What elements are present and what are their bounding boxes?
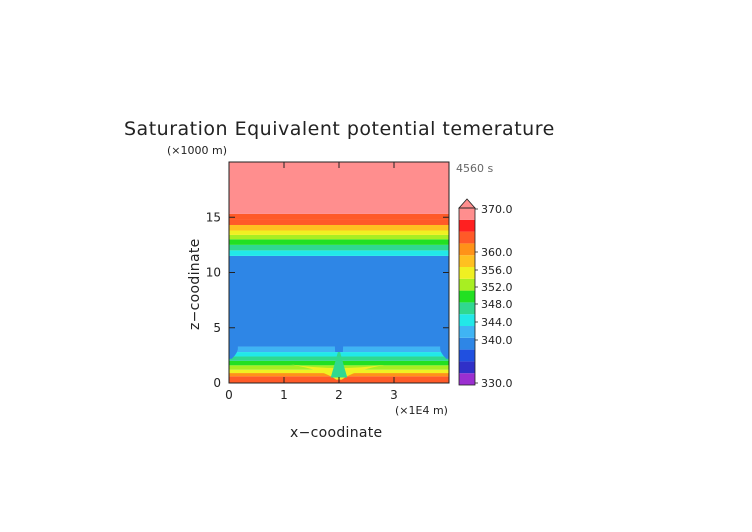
contour-band-12 bbox=[229, 234, 449, 240]
colorbar-label: 348.0 bbox=[481, 298, 513, 311]
contour-features bbox=[229, 263, 449, 380]
plume-base bbox=[330, 347, 348, 378]
colorbar-label: 344.0 bbox=[481, 316, 513, 329]
contour-band-13 bbox=[229, 230, 449, 235]
contour-band-16 bbox=[229, 213, 449, 220]
y-tick-label: 0 bbox=[213, 376, 221, 390]
contour-band-14 bbox=[229, 224, 449, 231]
y-tick-label: 15 bbox=[206, 210, 221, 224]
colorbar-segment-11 bbox=[459, 243, 475, 256]
x-axis: 0 1 2 3 bbox=[225, 162, 398, 402]
y-unit-label: (×1000 m) bbox=[167, 144, 227, 157]
colorbar-segment-10 bbox=[459, 255, 475, 267]
colorbar-extend-arrow bbox=[458, 198, 476, 209]
colorbar-segment-4 bbox=[459, 326, 475, 338]
colorbar-segment-3 bbox=[459, 337, 475, 350]
colorbar-label: 352.0 bbox=[481, 281, 513, 294]
chart-title: Saturation Equivalent potential temeratu… bbox=[124, 118, 555, 140]
y-tick-label: 10 bbox=[206, 266, 221, 280]
x-tick-label: 2 bbox=[335, 388, 343, 402]
contour-band-17 bbox=[229, 162, 449, 214]
left-edge-blob bbox=[229, 333, 238, 359]
y-axis: 0 5 10 15 bbox=[206, 210, 449, 390]
colorbar-label: 370.0 bbox=[481, 203, 513, 216]
plot-area bbox=[228, 161, 450, 384]
plume-left-arm bbox=[326, 281, 333, 342]
contour-band-10 bbox=[229, 244, 449, 251]
central-plume bbox=[334, 263, 344, 353]
colorbar-segment-7 bbox=[459, 290, 475, 303]
x-unit-label: (×1E4 m) bbox=[395, 404, 448, 417]
left-blob bbox=[268, 313, 309, 329]
contour-band-15 bbox=[229, 219, 449, 225]
right-blob bbox=[369, 313, 410, 329]
colorbar: 370.0 360.0 356.0 352.0 348.0 344.0 340.0 330.0 bbox=[458, 198, 513, 390]
colorbar-segment-12 bbox=[459, 231, 475, 244]
x-axis-label: x−coodinate bbox=[290, 425, 382, 441]
y-tick-label: 5 bbox=[213, 321, 221, 335]
contour-band-11 bbox=[229, 239, 449, 245]
right-edge-blob bbox=[440, 333, 449, 359]
right-blob-dot bbox=[410, 309, 419, 315]
x-tick-label: 3 bbox=[390, 388, 398, 402]
colorbar-segment-13 bbox=[459, 219, 475, 232]
colorbar-label: 356.0 bbox=[481, 264, 513, 277]
x-tick-label: 0 bbox=[225, 388, 233, 402]
colorbar-segment-2 bbox=[459, 349, 475, 362]
colorbar-segment-5 bbox=[459, 314, 475, 326]
plume-right-arm bbox=[345, 281, 352, 342]
colorbar-segment-9 bbox=[459, 267, 475, 279]
colorbar-label: 330.0 bbox=[481, 377, 513, 390]
colorbar-segment-1 bbox=[459, 361, 475, 374]
left-blob-dot bbox=[259, 309, 268, 315]
colorbar-frame bbox=[458, 207, 476, 386]
colorbar-label: 360.0 bbox=[481, 246, 513, 259]
colorbar-segment-6 bbox=[459, 302, 475, 315]
colorbar-segment-14 bbox=[459, 208, 475, 220]
colorbar-label: 340.0 bbox=[481, 334, 513, 347]
colorbar-segment-0 bbox=[459, 373, 475, 385]
y-axis-label: z−coodinate bbox=[187, 238, 203, 330]
colorbar-segment-8 bbox=[459, 278, 475, 291]
time-label: 4560 s bbox=[456, 162, 493, 175]
x-tick-label: 1 bbox=[280, 388, 288, 402]
contour-band-9 bbox=[229, 250, 449, 256]
